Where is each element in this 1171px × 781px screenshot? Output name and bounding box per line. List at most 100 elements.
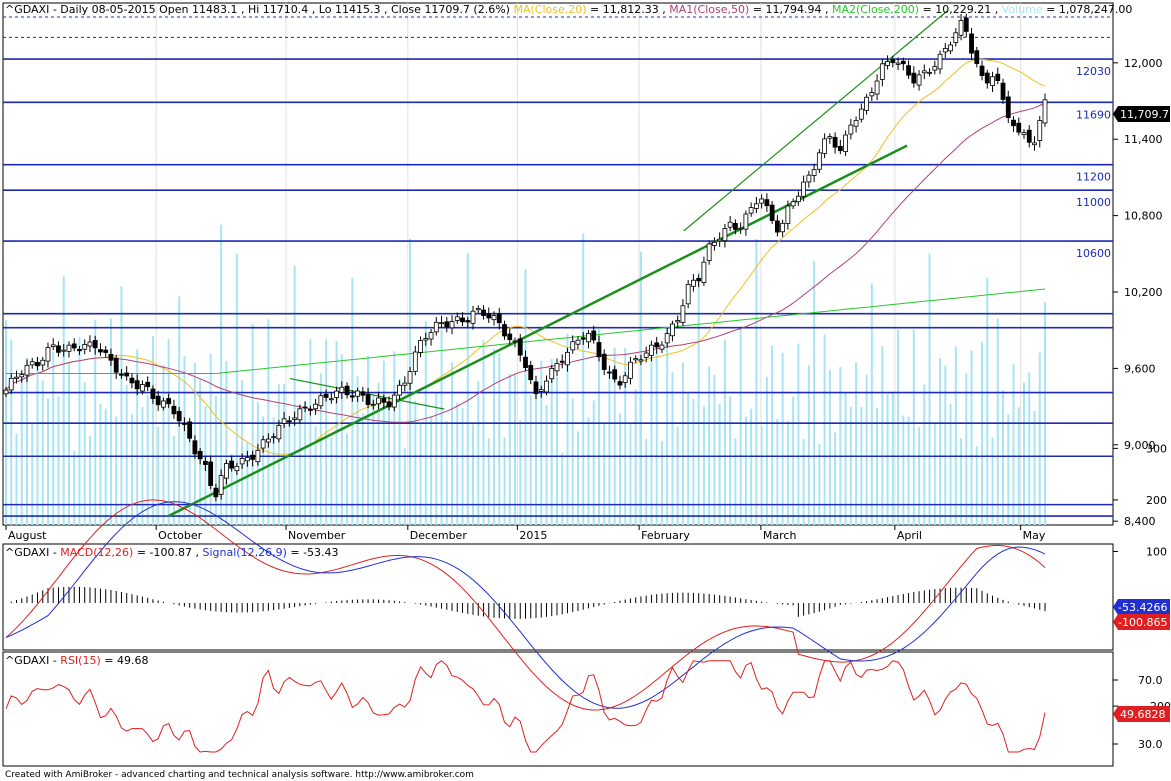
candle-body (691, 279, 696, 287)
volume-bar (293, 265, 296, 525)
candle-body (753, 203, 759, 209)
candle-body (365, 394, 371, 405)
candle-body (685, 284, 691, 305)
candle-body (449, 321, 455, 329)
volume-bar (718, 403, 721, 525)
volume-bar (445, 420, 448, 525)
candle-body (496, 313, 502, 324)
candle-body (465, 320, 471, 323)
volume-bar (608, 369, 611, 525)
candle-body (544, 380, 549, 393)
candle-body (391, 394, 397, 408)
candle-body (806, 174, 812, 183)
volume-bar (466, 253, 469, 526)
volume-bar (576, 431, 579, 525)
candle-body (612, 369, 618, 380)
month-label: February (641, 529, 690, 542)
volume-bar (472, 424, 475, 525)
candle-body (370, 403, 376, 406)
volume-bar (398, 378, 401, 525)
volume-bar (750, 408, 753, 525)
volume-bar (151, 336, 154, 525)
candle-body (50, 344, 56, 348)
volume-bar (524, 269, 527, 525)
candle-body (895, 62, 901, 65)
header-period: Daily (60, 3, 88, 16)
candle-body (71, 343, 77, 349)
volume-bar (451, 362, 454, 525)
candle-body (8, 377, 14, 391)
signal-header-label: Signal(12,26,9) (203, 546, 287, 559)
candle-body (397, 384, 402, 396)
candle-body (748, 207, 754, 214)
candle-body (250, 454, 256, 460)
candle-body (328, 398, 334, 401)
volume-bar (618, 413, 621, 525)
volume-bar (314, 425, 317, 525)
volume-bar (855, 362, 858, 525)
level-label: 10600 (1076, 247, 1111, 260)
candle-body (643, 352, 649, 358)
volume-bar (125, 385, 128, 525)
volume-bar (792, 396, 795, 525)
volume-bar (844, 391, 847, 525)
candle-body (182, 422, 187, 425)
candle-body (979, 65, 985, 76)
volume-bar (802, 438, 805, 525)
candle-body (816, 152, 822, 170)
candle-body (596, 342, 602, 358)
candle-body (549, 368, 555, 380)
candle-body (843, 134, 848, 152)
candle-body (98, 349, 103, 353)
candle-body (244, 457, 250, 462)
candle-body (203, 460, 208, 465)
candle-body (795, 195, 801, 203)
candle-body (302, 406, 308, 409)
volume-bar (781, 352, 784, 525)
candle-body (507, 333, 513, 341)
volume-bar (1033, 410, 1036, 525)
volume-bar (419, 424, 422, 525)
candle-body (286, 420, 292, 423)
month-gridlines (155, 3, 1022, 525)
volume-bar (20, 378, 23, 525)
candle-body (129, 377, 135, 384)
candle-body (1005, 96, 1011, 119)
volume-bar (503, 437, 506, 525)
candle-body (990, 76, 995, 86)
price-tick-label: 10,800 (1124, 210, 1163, 223)
volume-bar (41, 380, 44, 525)
candle-body (580, 337, 586, 340)
month-label: October (158, 529, 202, 542)
candle-body (433, 321, 439, 333)
volume-bar (120, 286, 123, 525)
candle-body (475, 308, 481, 311)
candle-body (570, 341, 576, 351)
trendline (683, 10, 948, 232)
candle-body (696, 278, 702, 282)
volume-bar (797, 343, 800, 525)
candles (3, 13, 1048, 502)
volume-bar (881, 345, 884, 525)
volume-bar (603, 423, 606, 525)
macd-header-value: = -100.87 (137, 546, 192, 559)
candle-body (155, 395, 161, 406)
rsi-header-value: = 49.68 (104, 654, 148, 667)
candle-body (103, 349, 109, 353)
candle-body (360, 391, 366, 396)
volume-bar (613, 347, 616, 525)
month-label: March (763, 529, 797, 542)
volume-bar (372, 395, 375, 525)
footer-credit: Created with AmiBroker - advanced charti… (5, 770, 474, 780)
macd-header-symbol: ^GDAXI (5, 546, 49, 559)
volume-bar (1028, 372, 1031, 525)
header-volume-value: = 1,078,247.00 (1046, 3, 1132, 16)
volume-bar (970, 350, 973, 525)
candle-body (764, 199, 770, 207)
price-tick-label: 9,000 (1124, 439, 1156, 452)
candle-body (61, 349, 67, 352)
candle-body (533, 381, 539, 395)
candle-body (649, 344, 654, 356)
candle-body (218, 475, 224, 495)
